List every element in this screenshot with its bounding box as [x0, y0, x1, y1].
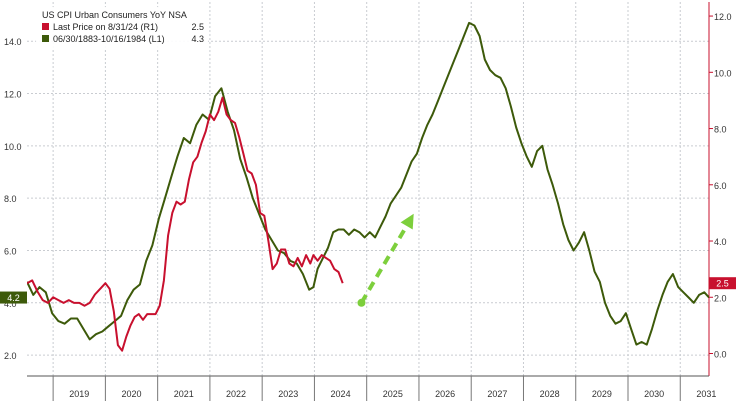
arrow-origin-dot	[357, 298, 366, 307]
x-tick-label: 2026	[435, 389, 455, 399]
legend-value-1983: 4.3	[191, 34, 204, 44]
left-tick-label: 8.0	[4, 194, 17, 204]
series-line-cpi	[27, 96, 344, 352]
x-tick-label: 2022	[226, 389, 246, 399]
left-tick-label: 2.0	[4, 351, 17, 361]
legend-value-cpi: 2.5	[191, 22, 204, 32]
series-lines	[27, 21, 709, 352]
legend-title: US CPI Urban Consumers YoY NSA	[42, 10, 187, 20]
legend-swatch-1983	[42, 35, 49, 42]
right-tick-label: 12.0	[714, 12, 732, 22]
series-line-1983	[27, 21, 709, 346]
right-y-axis: 0.0 2.0 4.0 6.0 8.0 10.0 12.0	[708, 2, 732, 376]
last-value-badges: 4.2 2.5	[0, 277, 736, 304]
arrow-head	[400, 213, 414, 230]
x-tick-label: 2025	[383, 389, 403, 399]
projection-arrow	[357, 213, 414, 307]
legend-label-cpi: Last Price on 8/31/24 (R1)	[53, 22, 158, 32]
x-tick-label: 2020	[122, 389, 142, 399]
left-tick-label: 10.0	[4, 142, 22, 152]
left-tick-label: 6.0	[4, 246, 17, 256]
badge-1983-bg	[0, 291, 27, 304]
x-tick-label: 2029	[592, 389, 612, 399]
x-tick-label: 2019	[69, 389, 89, 399]
x-tick-label: 2023	[278, 389, 298, 399]
legend-swatch-cpi	[42, 23, 49, 30]
right-tick-label: 10.0	[714, 68, 732, 78]
x-tick-label: 2031	[696, 389, 716, 399]
legend: US CPI Urban Consumers YoY NSA Last Pric…	[36, 7, 208, 50]
x-tick-label: 2028	[540, 389, 560, 399]
legend-box	[36, 7, 208, 50]
plot-background	[27, 2, 709, 376]
left-y-axis: 2.0 4.0 6.0 8.0 10.0 12.0 14.0	[4, 37, 22, 361]
badge-1983-value: 4.2	[7, 293, 20, 303]
left-tick-label: 4.0	[4, 299, 17, 309]
badge-cpi-bg	[709, 277, 736, 290]
legend-label-1983: 06/30/1883-10/16/1984 (L1)	[53, 34, 165, 44]
right-tick-label: 8.0	[714, 125, 727, 135]
left-tick-label: 12.0	[4, 90, 22, 100]
right-tick-label: 2.0	[714, 293, 727, 303]
right-tick-label: 4.0	[714, 237, 727, 247]
x-tick-label: 2027	[487, 389, 507, 399]
x-tick-label: 2030	[644, 389, 664, 399]
x-axis: 2019 2020 2021 2022 2023 2024 2025 2026 2027 2028…	[27, 375, 716, 401]
right-tick-label: 6.0	[714, 181, 727, 191]
x-tick-label: 2021	[174, 389, 194, 399]
badge-cpi-value: 2.5	[716, 279, 729, 289]
left-tick-label: 14.0	[4, 37, 22, 47]
right-tick-label: 0.0	[714, 350, 727, 360]
x-tick-label: 2024	[331, 389, 351, 399]
